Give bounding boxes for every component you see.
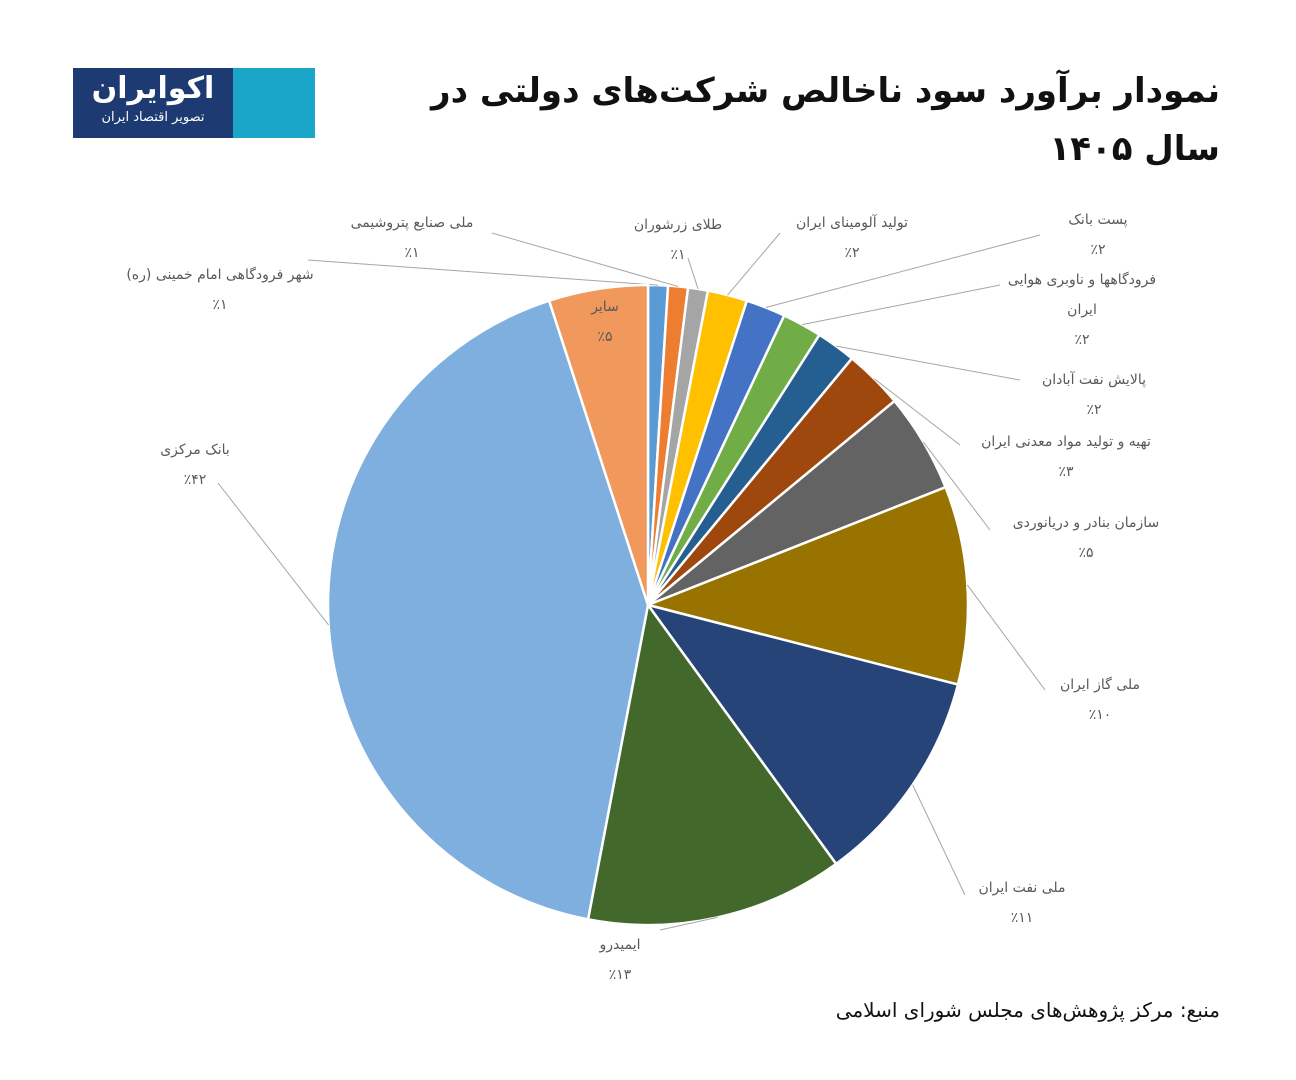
category-label: ملی گاز ایران [1059,677,1141,693]
leader-line [836,345,1021,381]
value-label: ٪۴۲ [183,472,207,488]
leader-line [727,232,781,296]
value-label: ٪۱۱ [1010,910,1034,926]
leader-line [659,916,718,931]
category-label: پست بانک [1068,212,1128,228]
data-label: تهیه و تولید مواد معدنی ایران ٪۳ [966,427,1166,487]
leader-line [966,584,1046,691]
logo-name: اکوایران [91,71,215,106]
leader-line [923,441,991,531]
category-label: طلای زرشوران [633,217,723,233]
logo-text: اکوایران تصویر اقتصاد ایران [73,68,233,138]
leader-line [802,284,1001,326]
leader-line [765,234,1041,308]
data-label: پالایش نفت آبادان ٪۲ [1024,365,1164,425]
category-label: شهر فرودگاهی امام خمینی (ره) [126,267,314,283]
data-label: پست بانک ٪۲ [1038,205,1158,265]
value-label: ٪۵ [597,329,613,345]
value-label: ٪۱۳ [608,967,632,983]
value-label: ٪۱۰ [1088,707,1112,723]
data-label: ایمیدرو ٪۱۳ [570,930,670,990]
category-label: فرودگاهها و ناوبری هوایی ایران [1007,272,1157,318]
data-label: سایر ٪۵ [565,292,645,352]
chart-title: نمودار برآورد سود ناخالص شرکت‌های دولتی … [431,71,1220,169]
leader-line [912,784,966,896]
value-label: ٪۳ [1058,464,1074,480]
logo: اکوایران تصویر اقتصاد ایران [73,68,315,138]
category-label: تهیه و تولید مواد معدنی ایران [981,434,1151,450]
value-label: ٪۱ [670,247,686,263]
logo-icon [233,68,315,138]
category-label: پالایش نفت آبادان [1042,372,1146,388]
value-label: ٪۱ [212,297,228,313]
category-label: ملی صنایع پتروشیمی [350,215,474,231]
pie-slice [547,283,650,606]
source-note: منبع: مرکز پژوهش‌های مجلس شورای اسلامی [835,998,1220,1022]
pie-slice [644,602,960,866]
data-label: ملی گاز ایران ٪۱۰ [1040,670,1160,730]
data-label: تولید آلومینای ایران ٪۲ [772,208,932,268]
category-label: سازمان بنادر و دریانوردی [1012,515,1160,531]
value-label: ٪۵ [1078,545,1094,561]
value-label: ٪۲ [1074,332,1090,348]
pie-slice [326,299,650,921]
data-label: ملی نفت ایران ٪۱۱ [962,873,1082,933]
logo-tagline: تصویر اقتصاد ایران [101,110,205,125]
leader-line [217,482,330,626]
data-label: سازمان بنادر و دریانوردی ٪۵ [991,508,1181,568]
data-label: فرودگاهها و ناوبری هوایی ایران ٪۲ [995,265,1170,355]
data-label: بانک مرکزی ٪۴۲ [135,435,255,495]
category-label: تولید آلومینای ایران [795,215,909,231]
value-label: ٪۲ [1086,402,1102,418]
category-label: بانک مرکزی [160,442,230,458]
category-label: ایمیدرو [599,937,641,953]
value-label: ٪۱ [404,245,420,261]
value-label: ٪۲ [844,245,860,261]
category-label: ملی نفت ایران [978,880,1066,896]
value-label: ٪۲ [1090,242,1106,258]
category-label: سایر [591,299,619,315]
data-label: شهر فرودگاهی امام خمینی (ره) ٪۱ [120,260,320,320]
leader-line [873,378,961,446]
data-label: ملی صنایع پتروشیمی ٪۱ [312,208,512,268]
data-label: طلای زرشوران ٪۱ [618,210,738,270]
leader-line [491,232,679,287]
leader-line [687,257,699,290]
leader-line [307,259,659,286]
